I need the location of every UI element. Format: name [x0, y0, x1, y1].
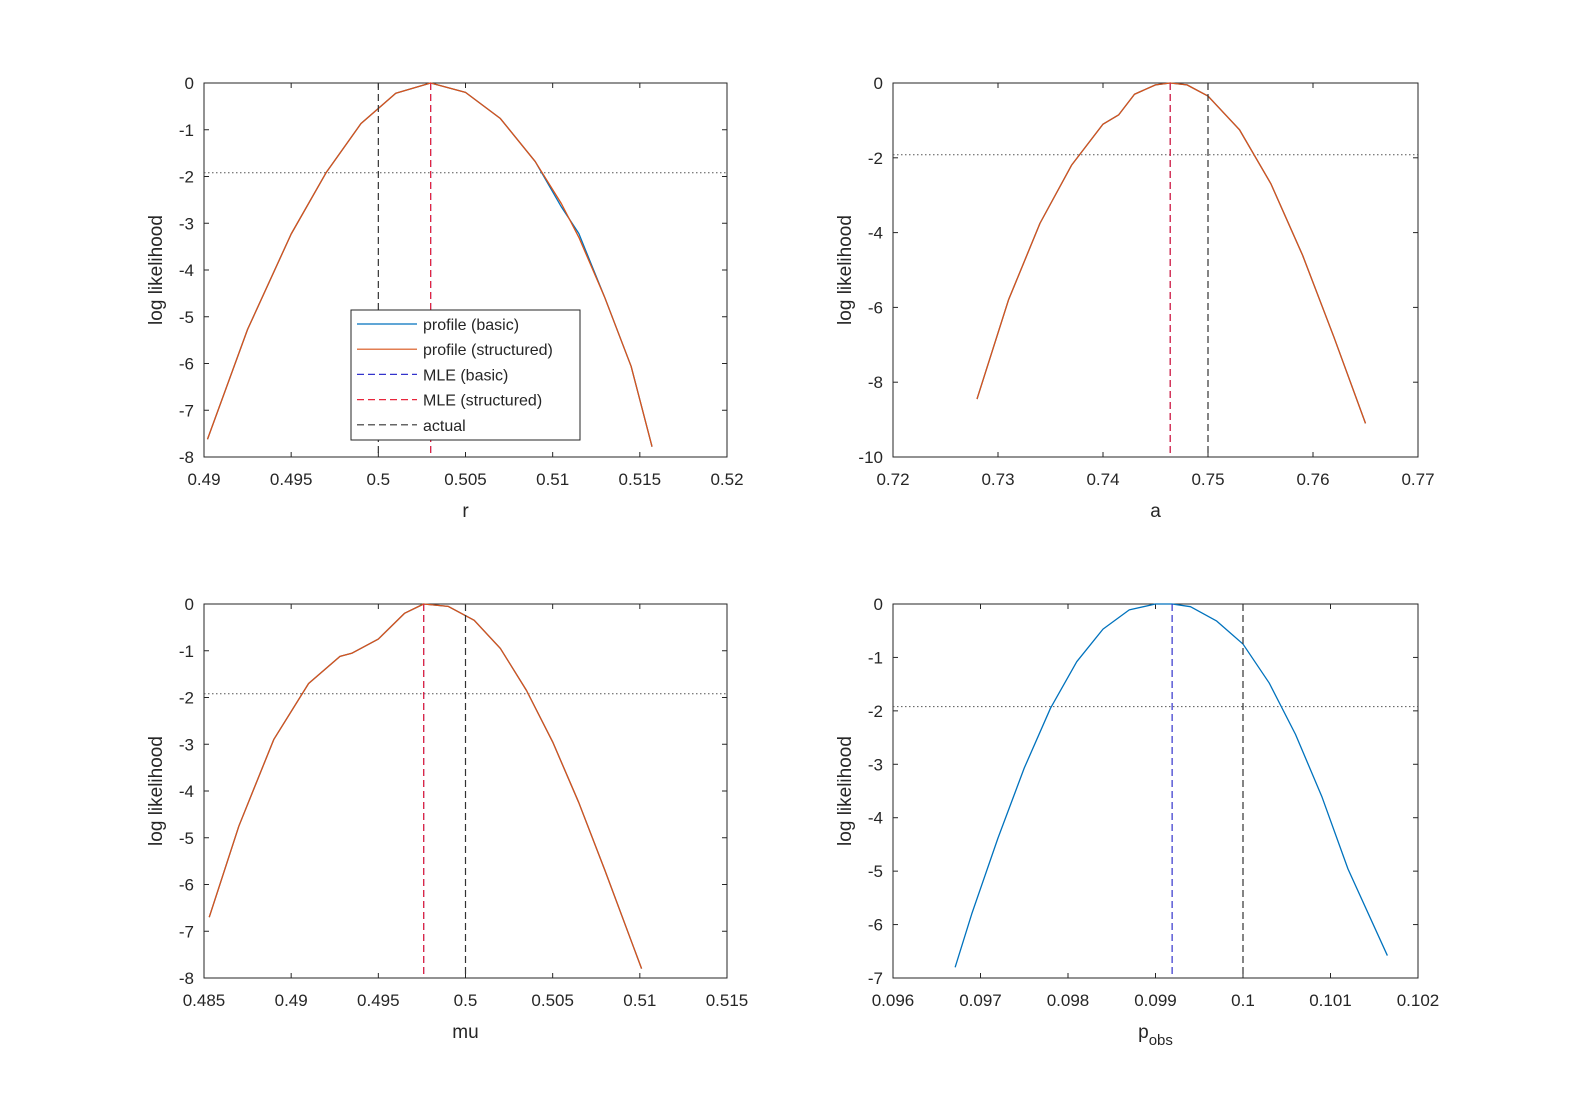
x-tick-label: 0.49: [187, 470, 220, 489]
x-tick-label: 0.495: [357, 991, 400, 1010]
y-tick-label: -5: [868, 862, 883, 881]
y-tick-label: -2: [868, 149, 883, 168]
y-tick-label: 0: [185, 74, 194, 93]
subplot-3: 0.485 0.49 0.495 0.5 0.505 0.51 0.515 0 -1 -2 -3 -4…: [146, 595, 748, 1043]
y-tick-label: -2: [179, 168, 194, 187]
subplot-1: 0.49 0.495 0.5 0.505 0.51 0.515 0.52 0 -1 -2 -3 -4 -…: [146, 74, 744, 522]
x-tick-label: 0.5: [367, 470, 391, 489]
y-tick-label: -5: [179, 308, 194, 327]
x-tick-label: 0.5: [454, 991, 478, 1010]
x-tick-label: 0.76: [1296, 470, 1329, 489]
x-tick-label: 0.515: [706, 991, 749, 1010]
y-tick-label: -6: [179, 355, 194, 374]
y-tick-label: -7: [179, 922, 194, 941]
y-tick-label: -4: [179, 261, 194, 280]
x-tick-label: 0.52: [710, 470, 743, 489]
x-tick-label: 0.097: [959, 991, 1002, 1010]
x-axis-label: pobs: [1138, 1022, 1173, 1049]
x-axis-label-subscript: obs: [1149, 1032, 1173, 1049]
legend: profile (basic) profile (structured) MLE (…: [350, 309, 581, 441]
x-tick-label: 0.495: [270, 470, 313, 489]
y-tick-label: -1: [179, 121, 194, 140]
y-tick-label: -3: [179, 735, 194, 754]
x-tick-label: 0.73: [981, 470, 1014, 489]
x-tick-label: 0.101: [1309, 991, 1352, 1010]
y-tick-label: -5: [179, 829, 194, 848]
x-axis-label: r: [462, 501, 469, 522]
x-tick-label: 0.75: [1191, 470, 1224, 489]
subplot-2: 0.72 0.73 0.74 0.75 0.76 0.77 0 -2 -4 -6 -8 -10 a log…: [835, 74, 1435, 522]
legend-label: MLE (basic): [423, 367, 508, 384]
series-line-structured: [206, 82, 653, 447]
y-tick-label: -2: [179, 689, 194, 708]
y-tick-label: -4: [868, 224, 883, 243]
x-axis-label: a: [1150, 501, 1161, 522]
x-tick-label: 0.51: [623, 991, 656, 1010]
y-tick-label: 0: [185, 595, 194, 614]
y-tick-label: -1: [179, 642, 194, 661]
x-tick-label: 0.1: [1231, 991, 1255, 1010]
y-axis-label: log likelihood: [835, 736, 856, 846]
y-tick-label: -1: [868, 648, 883, 667]
y-tick-label: -8: [179, 969, 194, 988]
x-axis-label: mu: [452, 1022, 478, 1043]
legend-label: profile (basic): [423, 317, 519, 334]
series-line-structured: [976, 82, 1367, 424]
y-tick-label: -4: [179, 782, 194, 801]
x-tick-label: 0.77: [1401, 470, 1434, 489]
axes-box: [892, 603, 1419, 979]
y-axis-label: log likelihood: [146, 215, 167, 325]
subplot-4: 0.096 0.097 0.098 0.099 0.1 0.101 0.102 0 -1 -2 -3…: [835, 595, 1439, 1049]
y-tick-label: -6: [868, 916, 883, 935]
y-axis-label: log likelihood: [146, 736, 167, 846]
x-axis-label-text: a: [1150, 501, 1161, 522]
x-tick-label: 0.49: [275, 991, 308, 1010]
axes-box: [892, 82, 1419, 458]
x-tick-label: 0.485: [183, 991, 226, 1010]
x-tick-label: 0.515: [619, 470, 662, 489]
x-tick-label: 0.505: [444, 470, 487, 489]
x-tick-label: 0.099: [1134, 991, 1177, 1010]
y-tick-label: -2: [868, 702, 883, 721]
legend-label: profile (structured): [423, 342, 553, 359]
x-tick-label: 0.096: [872, 991, 915, 1010]
y-tick-label: -10: [858, 448, 883, 467]
x-axis-label-text: mu: [452, 1022, 478, 1043]
y-tick-label: -7: [868, 969, 883, 988]
y-tick-label: -8: [179, 448, 194, 467]
y-tick-label: -3: [868, 755, 883, 774]
y-tick-label: -4: [868, 809, 883, 828]
series-line-basic: [954, 603, 1388, 968]
y-tick-label: -8: [868, 373, 883, 392]
y-tick-label: -3: [179, 214, 194, 233]
y-tick-label: 0: [874, 595, 883, 614]
x-tick-label: 0.74: [1086, 470, 1119, 489]
y-tick-label: -6: [179, 876, 194, 895]
x-tick-label: 0.51: [536, 470, 569, 489]
legend-box: [350, 309, 581, 441]
x-tick-label: 0.505: [531, 991, 574, 1010]
legend-label: actual: [423, 418, 466, 435]
y-tick-label: 0: [874, 74, 883, 93]
x-tick-label: 0.72: [876, 470, 909, 489]
legend-label: MLE (structured): [423, 393, 542, 410]
y-tick-label: -6: [868, 298, 883, 317]
x-axis-label-text: r: [462, 501, 469, 522]
y-axis-label: log likelihood: [835, 215, 856, 325]
y-tick-label: -7: [179, 401, 194, 420]
x-tick-label: 0.098: [1047, 991, 1090, 1010]
x-tick-label: 0.102: [1397, 991, 1440, 1010]
x-axis-label-text: p: [1138, 1022, 1149, 1043]
